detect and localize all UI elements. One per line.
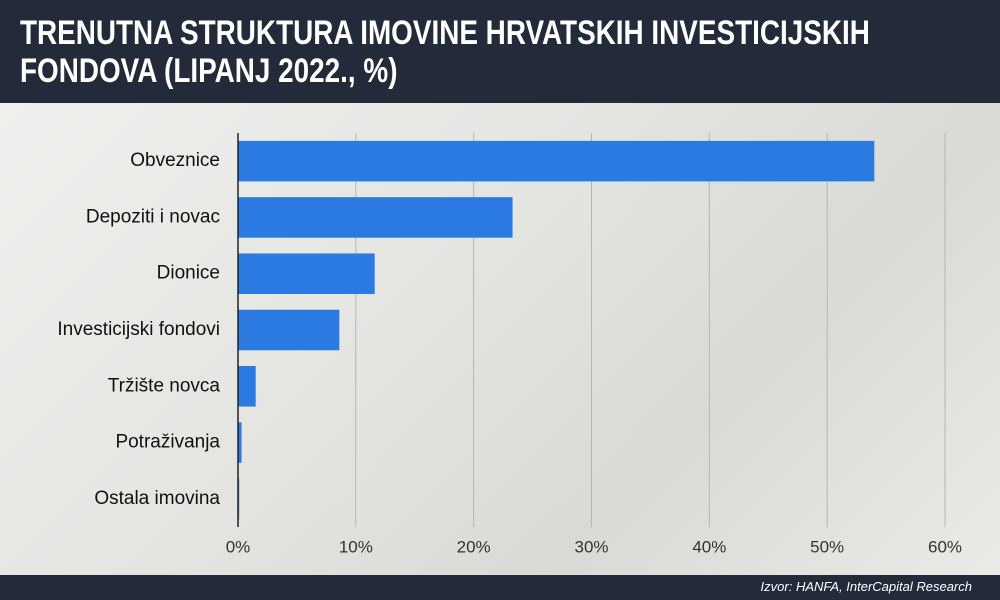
- bar: [238, 309, 340, 351]
- x-tick-label: 10%: [339, 537, 373, 556]
- x-tick-label: 50%: [810, 537, 844, 556]
- footer: Izvor: HANFA, InterCapital Research: [0, 575, 1000, 600]
- bar: [238, 253, 375, 294]
- bar: [238, 366, 256, 407]
- x-tick-label: 0%: [226, 537, 251, 556]
- y-tick-label: Investicijski fondovi: [57, 319, 220, 340]
- source-note: Izvor: HANFA, InterCapital Research: [760, 579, 972, 594]
- y-tick-label: Tržište novca: [108, 375, 221, 396]
- chart: 0% 10% 20% 30% 40% 50% 60% Obveznice Depoziti i …: [57, 133, 962, 556]
- x-tick-label: 40%: [692, 537, 726, 556]
- y-tick-label: Depoziti i novac: [86, 206, 220, 227]
- y-tick-label: Obveznice: [130, 150, 220, 171]
- y-tick-label: Potraživanja: [115, 432, 220, 453]
- x-tick-label: 60%: [928, 537, 962, 556]
- y-tick-label: Dionice: [157, 263, 220, 284]
- bar: [238, 140, 875, 182]
- x-tick-label: 20%: [457, 537, 491, 556]
- y-tick-label: Ostala imovina: [94, 488, 220, 509]
- x-tick-label: 30%: [574, 537, 608, 556]
- bar: [238, 422, 242, 463]
- chart-title: TRENUTNA STRUKTURA IMOVINE HRVATSKIH INV…: [20, 14, 870, 90]
- header: TRENUTNA STRUKTURA IMOVINE HRVATSKIH INV…: [0, 0, 1000, 103]
- bar: [238, 197, 513, 238]
